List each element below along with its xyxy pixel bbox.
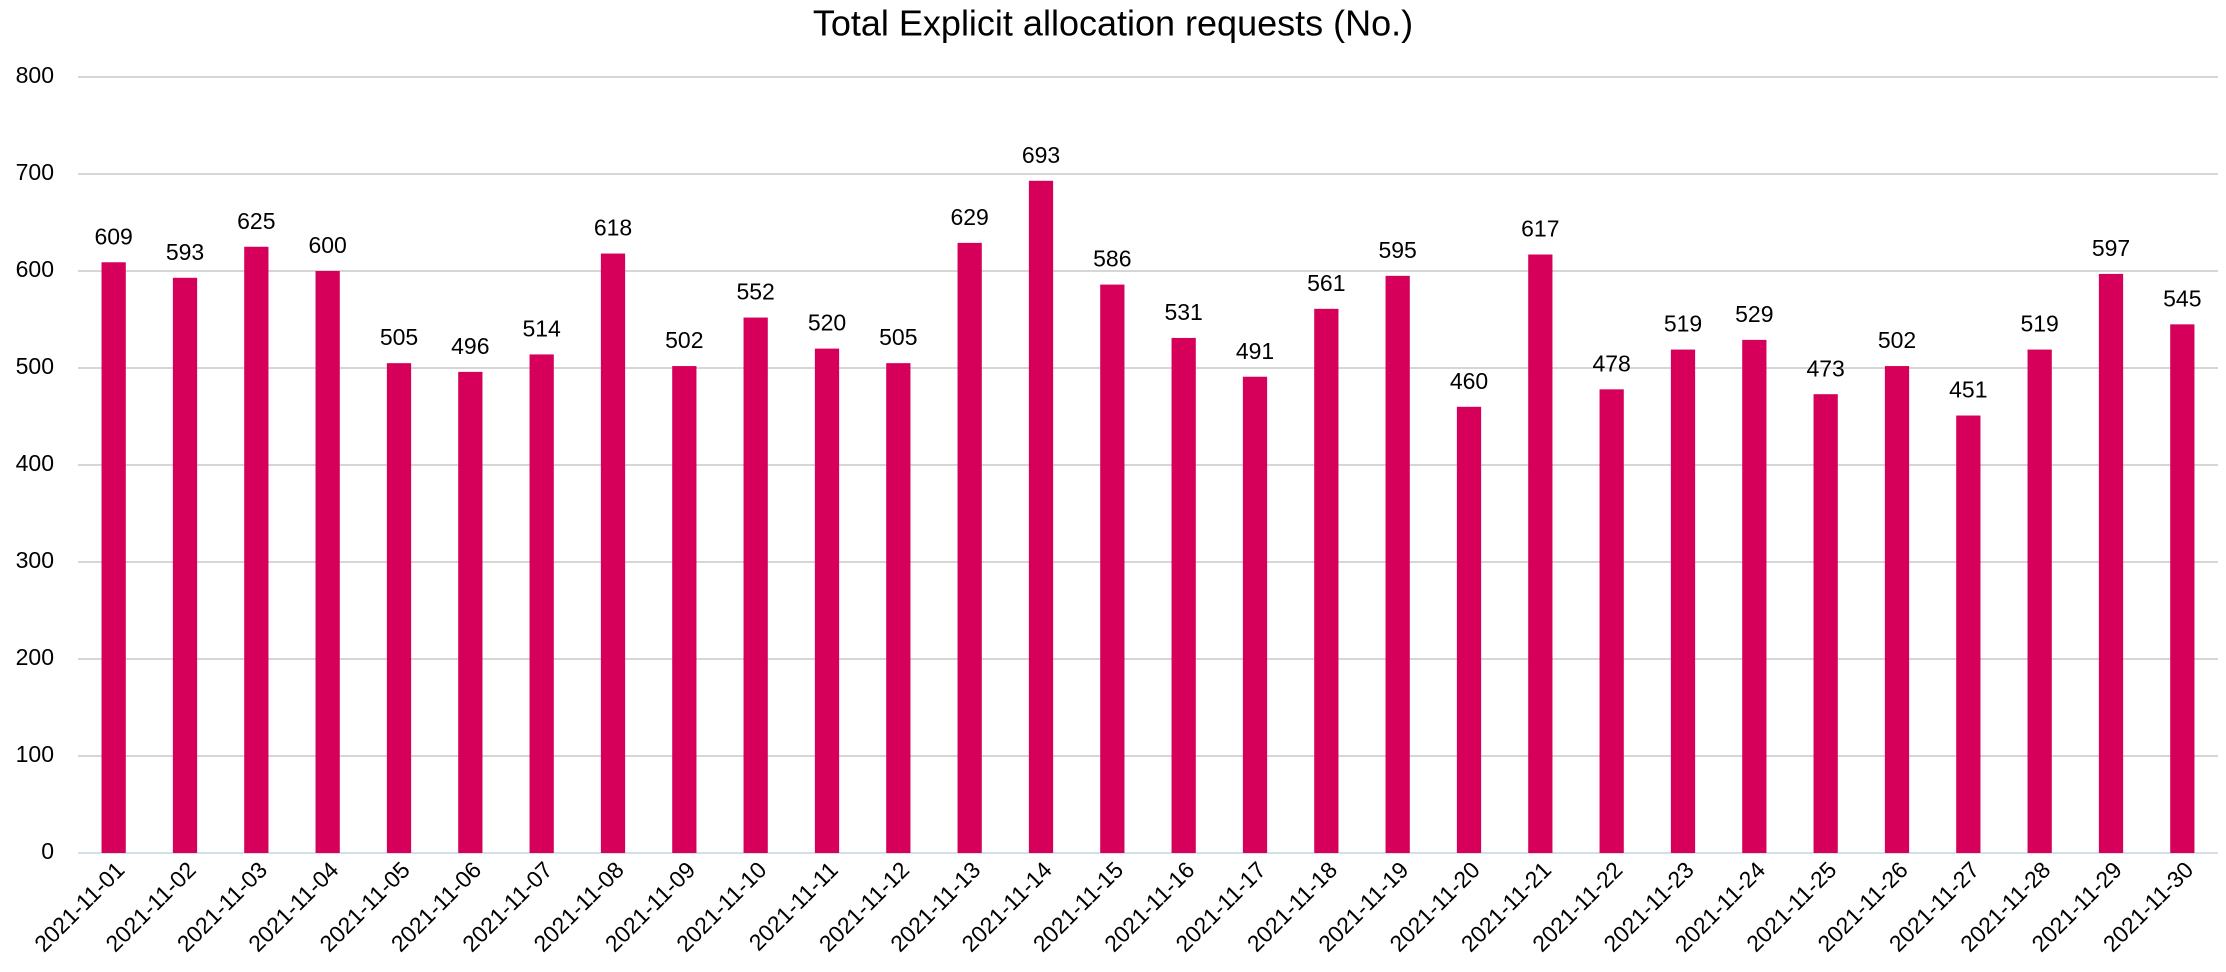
y-tick-label: 300 (16, 547, 54, 573)
y-tick-label: 700 (16, 159, 54, 185)
bar (458, 371, 483, 853)
chart-title: Total Explicit allocation requests (No.) (813, 3, 1413, 44)
bar (2170, 324, 2195, 854)
data-label: 505 (380, 324, 418, 350)
bar (1242, 376, 1268, 853)
data-label: 531 (1164, 299, 1202, 325)
data-label: 519 (2020, 311, 2058, 337)
bar (1670, 349, 1696, 853)
bar (1385, 275, 1410, 854)
bar (1813, 394, 1838, 853)
bar (529, 354, 554, 853)
bar (244, 246, 269, 853)
bar (101, 262, 126, 853)
data-label: 597 (2092, 235, 2130, 261)
data-label: 473 (1806, 355, 1844, 381)
data-label: 505 (879, 324, 917, 350)
bar (1742, 339, 1767, 853)
bar (1884, 366, 1910, 853)
data-label: 514 (522, 315, 561, 341)
bar (2098, 273, 2124, 853)
bar (1100, 284, 1125, 854)
bar (1314, 308, 1339, 854)
bar (386, 363, 412, 853)
bar (743, 317, 768, 853)
y-tick-label: 100 (16, 741, 54, 767)
data-label: 609 (94, 223, 132, 249)
y-tick-label: 600 (16, 256, 54, 282)
data-label: 593 (166, 239, 204, 265)
data-label: 595 (1378, 237, 1416, 263)
y-tick-label: 500 (16, 353, 54, 379)
y-tick-label: 800 (16, 62, 54, 88)
data-label: 502 (665, 327, 703, 353)
data-label: 502 (1878, 327, 1916, 353)
data-label: 460 (1450, 368, 1488, 394)
data-label: 586 (1093, 246, 1131, 272)
bar (1028, 180, 1054, 854)
bar (172, 277, 198, 853)
bar (1171, 337, 1196, 853)
data-label: 617 (1521, 216, 1559, 242)
data-label: 529 (1735, 301, 1773, 327)
bar (1599, 389, 1624, 853)
bar (1528, 254, 1553, 853)
y-tick-label: 400 (16, 450, 54, 476)
bar (1956, 415, 1981, 853)
data-label: 496 (451, 333, 489, 359)
data-label: 625 (237, 208, 275, 234)
bar (315, 271, 340, 853)
data-label: 451 (1949, 377, 1987, 403)
data-label: 545 (2163, 285, 2201, 311)
data-label: 519 (1664, 311, 1702, 337)
y-tick-label: 0 (41, 838, 54, 864)
data-label: 491 (1236, 338, 1274, 364)
bar (2027, 349, 2052, 853)
data-label: 561 (1307, 270, 1345, 296)
bar (600, 253, 626, 854)
data-label: 618 (594, 215, 632, 241)
bar (1456, 406, 1482, 853)
y-tick-label: 200 (16, 644, 54, 670)
data-label: 600 (308, 232, 346, 258)
data-label: 629 (950, 204, 988, 230)
data-label: 693 (1022, 142, 1060, 168)
bar (957, 242, 982, 853)
data-label: 520 (808, 310, 846, 336)
data-label: 552 (736, 279, 774, 305)
bar (672, 366, 697, 853)
data-label: 478 (1592, 350, 1630, 376)
bar (886, 363, 911, 853)
bar (814, 348, 840, 853)
